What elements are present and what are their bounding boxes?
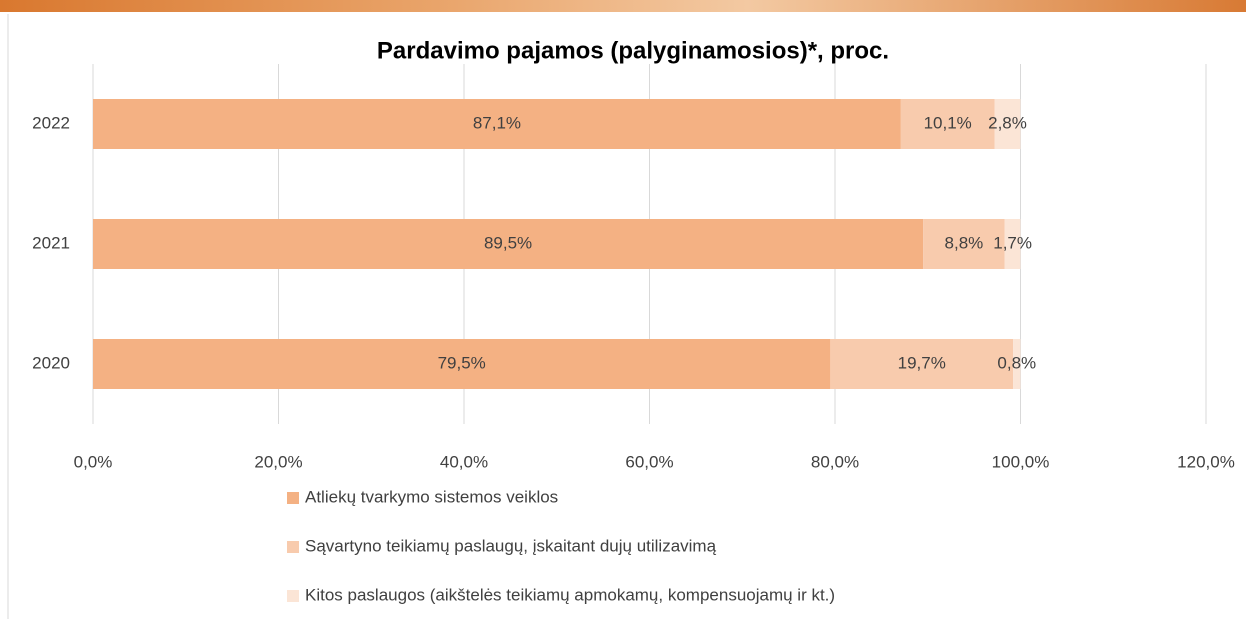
bar-segment xyxy=(923,219,1005,269)
data-label: 19,7% xyxy=(898,353,946,372)
y-tick-label: 2022 xyxy=(32,113,70,132)
data-label: 1,7% xyxy=(993,233,1032,252)
data-label: 87,1% xyxy=(473,113,521,132)
bar-segment xyxy=(900,99,995,149)
bar-segment xyxy=(830,339,1014,389)
x-tick-label: 40,0% xyxy=(440,452,488,471)
bar-segment xyxy=(1013,339,1021,389)
data-label: 79,5% xyxy=(438,353,486,372)
x-tick-label: 80,0% xyxy=(811,452,859,471)
bar-segment xyxy=(93,99,901,149)
x-tick-label: 60,0% xyxy=(625,452,673,471)
legend-label: Sąvartyno teikiamų paslaugų, įskaitant d… xyxy=(305,536,717,555)
legend-swatch xyxy=(287,541,299,553)
data-label: 8,8% xyxy=(945,233,984,252)
legend-swatch xyxy=(287,590,299,602)
bar-segment xyxy=(93,339,831,389)
x-tick-label: 100,0% xyxy=(992,452,1050,471)
bar-segment xyxy=(994,99,1021,149)
banner xyxy=(0,0,1246,12)
data-label: 10,1% xyxy=(924,113,972,132)
data-label: 0,8% xyxy=(997,353,1036,372)
x-tick-label: 20,0% xyxy=(254,452,302,471)
data-label: 2,8% xyxy=(988,113,1027,132)
x-tick-label: 120,0% xyxy=(1177,452,1235,471)
legend-swatch xyxy=(287,492,299,504)
legend-label: Atliekų tvarkymo sistemos veiklos xyxy=(305,487,558,506)
data-label: 89,5% xyxy=(484,233,532,252)
y-tick-label: 2021 xyxy=(32,233,70,252)
chart-title: Pardavimo pajamos (palyginamosios)*, pro… xyxy=(377,37,889,64)
bar-segment xyxy=(93,219,924,269)
x-tick-label: 0,0% xyxy=(74,452,113,471)
legend-label: Kitos paslaugos (aikštelės teikiamų apmo… xyxy=(305,585,835,604)
y-tick-label: 2020 xyxy=(32,353,70,372)
bar-segment xyxy=(1004,219,1021,269)
